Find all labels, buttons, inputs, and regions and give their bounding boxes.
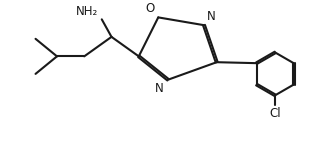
Text: N: N <box>207 10 216 23</box>
Text: Cl: Cl <box>269 107 281 120</box>
Text: O: O <box>145 2 154 15</box>
Text: NH₂: NH₂ <box>76 5 98 18</box>
Text: N: N <box>155 82 164 95</box>
